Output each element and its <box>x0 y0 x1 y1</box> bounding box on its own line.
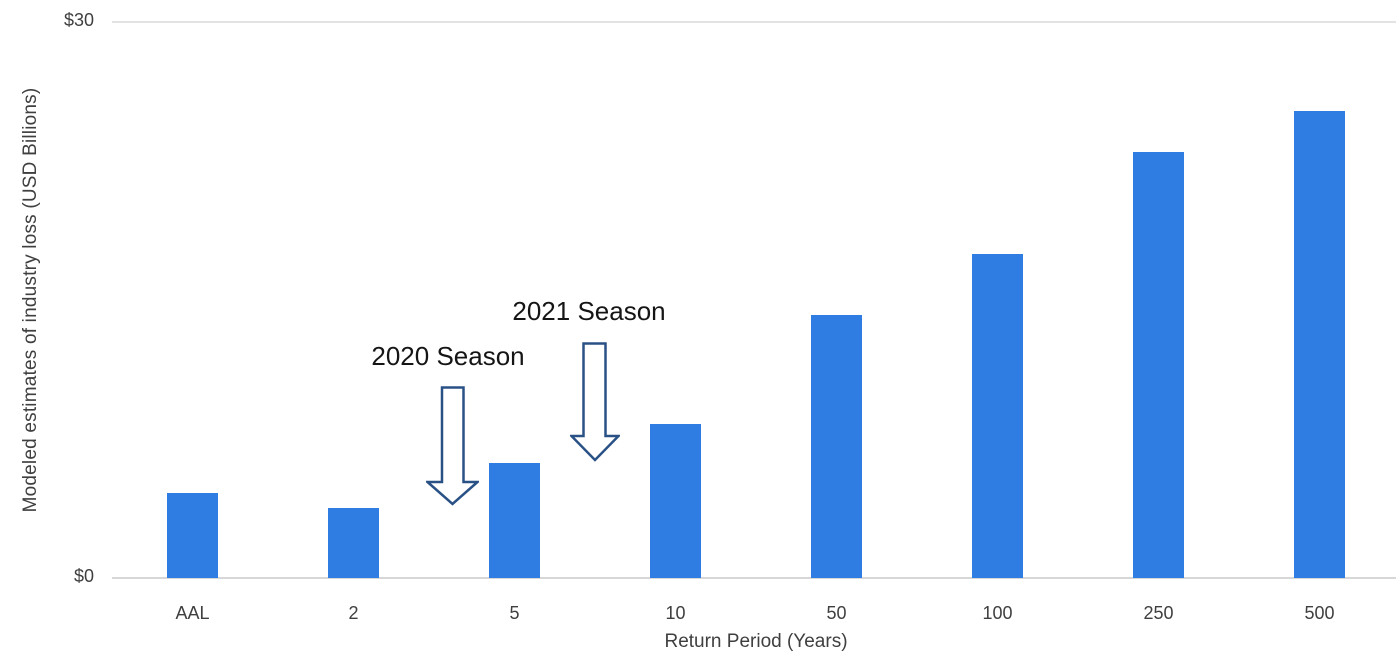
down-arrow-2020-icon <box>426 386 479 506</box>
bar-250 <box>1133 151 1184 578</box>
bar-100 <box>972 253 1023 578</box>
x-tick-label-2: 2 <box>348 603 359 623</box>
bar-10 <box>650 424 701 578</box>
x-tick-label-5: 5 <box>509 603 520 623</box>
x-tick-label-50: 50 <box>826 603 847 623</box>
x-axis-title: Return Period (Years) <box>664 631 848 652</box>
x-tick-label-250: 250 <box>1143 603 1174 623</box>
x-tick-label-AAL: AAL <box>175 603 210 623</box>
x-axis-line <box>112 577 1396 579</box>
y-tick-label-0: $0 <box>73 566 94 586</box>
down-arrow-2021-icon <box>570 342 620 462</box>
x-tick-label-500: 500 <box>1304 603 1335 623</box>
x-tick-label-100: 100 <box>982 603 1013 623</box>
annotation-2021-season: 2021 Season <box>512 296 666 326</box>
bar-AAL <box>167 492 218 578</box>
plot-area: AAL 2 5 10 50 100 250 500 <box>112 22 1400 623</box>
bar-50 <box>811 314 862 578</box>
y-tick-label-30: $30 <box>63 10 94 30</box>
bar-500 <box>1294 111 1345 578</box>
x-tick-label-10: 10 <box>665 603 686 623</box>
gridline-30 <box>112 21 1396 23</box>
annotation-2020-season: 2020 Season <box>371 341 525 371</box>
bar-2 <box>328 507 379 578</box>
y-axis-title: Modeled estimates of industry loss (USD … <box>20 87 41 513</box>
bar-5 <box>489 463 540 578</box>
